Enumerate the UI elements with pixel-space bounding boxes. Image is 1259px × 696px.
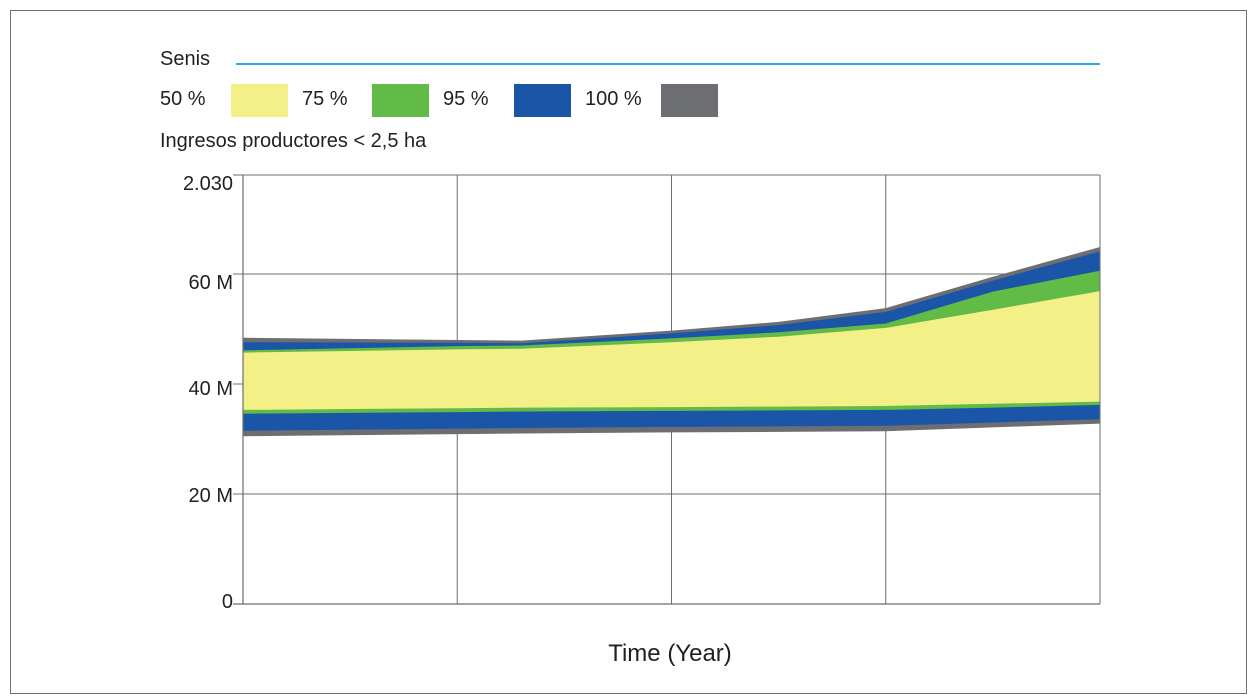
- x-axis-label: Time (Year): [608, 640, 732, 667]
- legend-swatch-75: [372, 84, 429, 117]
- band-50: [243, 291, 1100, 410]
- y-tick-label-top: 2.030: [182, 173, 233, 195]
- chart-frame: [10, 10, 1247, 694]
- legend-label-50: 50 %: [160, 88, 206, 110]
- series-title-rule: [236, 63, 1100, 65]
- legend-swatch-50: [231, 84, 288, 117]
- y-tick-label-60: 60 M: [188, 272, 233, 294]
- legend-swatch-100: [661, 84, 718, 117]
- y-tick-label-40: 40 M: [188, 378, 233, 400]
- legend-swatch-95: [514, 84, 571, 117]
- y-tick-label-0: 0: [221, 591, 233, 613]
- series-title: Senis: [160, 48, 211, 70]
- y-tick-label-20: 20 M: [188, 485, 233, 507]
- legend-label-100: 100 %: [585, 88, 642, 110]
- chart-title: Ingresos productores < 2,5 ha: [160, 130, 427, 152]
- legend-label-75: 75 %: [302, 88, 348, 110]
- legend-label-95: 95 %: [443, 88, 489, 110]
